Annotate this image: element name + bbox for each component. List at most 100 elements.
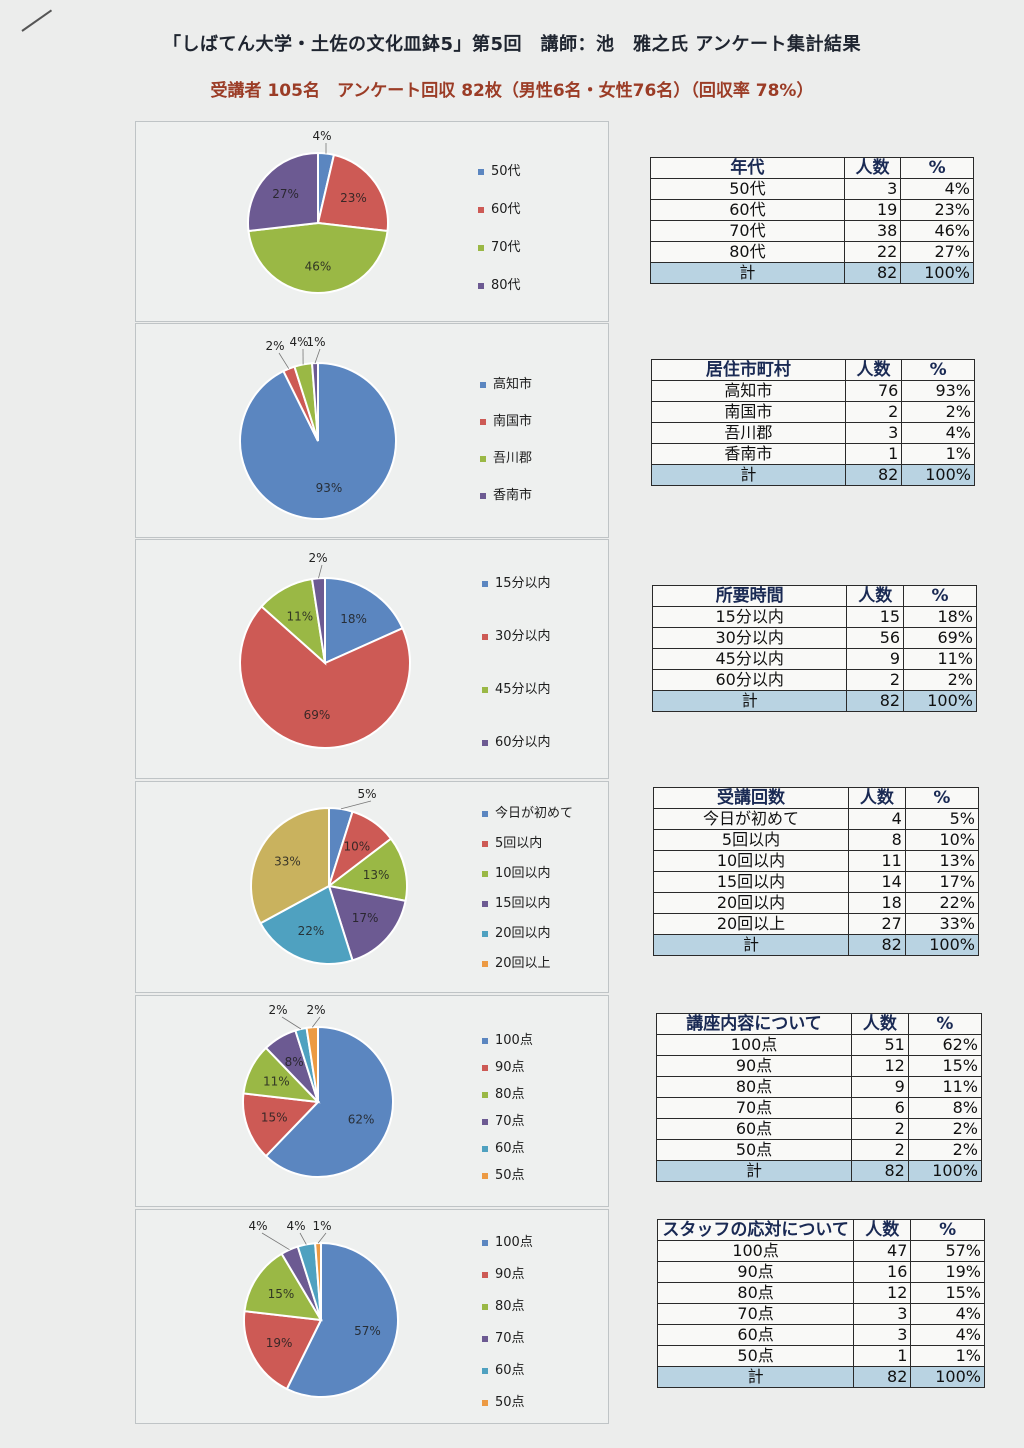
table-cell: 70点 [656,1303,855,1325]
legend-label: 70代 [491,240,521,255]
legend-label: 60点 [495,1141,525,1156]
chart-panel-residence: 93% 2% 4% 1% 高知市 南国市 吾川郡 香南市 [135,323,609,538]
legend-item-age-0: 50代 [478,160,521,179]
table-cell: 9 [851,1076,909,1098]
pie-chart-staff-service: 57% 19% 15% 4% 4% 1% [243,1219,399,1398]
table-cell: 20回以上 [653,913,849,935]
table-cell: 11% [907,1076,983,1098]
legend-label: 90点 [495,1060,525,1075]
table-cell: 27 [848,913,906,935]
legend-swatch [482,1271,488,1278]
table-row: 50点 1 1% [656,1345,985,1367]
legend-swatch [480,418,486,425]
legend-swatch [482,960,488,967]
table-row: 60点 3 4% [656,1324,985,1346]
legend-label: 50点 [495,1168,525,1183]
table-cell: 計 [650,262,845,284]
pie-label-travel-time-2: 11% [286,610,313,624]
table-header-cell: 人数 [853,1219,912,1241]
legend-item-residence-1: 南国市 [480,410,532,429]
leader-line-residence-1 [278,352,290,369]
table-cell: 90点 [656,1055,852,1077]
table-cell: 4% [901,422,975,444]
table-cell: 4% [910,1303,985,1325]
table-cell: 11 [848,850,906,872]
table-row: 60代 19 23% [650,199,974,221]
table-attendance: 受講回数 人数% 今日が初めて 4 5% 5回以内 8 10% 10回以内 11 13% 15回以内 1… [653,787,980,956]
legend-item-staff-service-4: 60点 [482,1359,525,1378]
table-row: 50点 2 2% [656,1139,983,1161]
leader-line-attendance-0 [340,800,372,810]
table-row: 今日が初めて 4 5% [653,808,980,830]
table-cell: 51 [851,1034,909,1056]
leader-line-staff-service-5 [317,1232,327,1244]
table-header-cell: % [900,157,974,179]
leader-line-lecture-content-4 [281,1016,302,1030]
table-cell: 82 [853,1366,912,1388]
legend-label: 80点 [495,1299,525,1314]
table-cell: 70点 [656,1097,852,1119]
table-cell: 2% [907,1139,983,1161]
pie-label-staff-service-0: 57% [354,1324,381,1338]
legend-item-attendance-5: 20回以上 [482,952,551,971]
table-cell: 19% [910,1261,985,1283]
leader-line-residence-3 [314,348,321,364]
legend-swatch [482,840,488,847]
leader-line-travel-time-3 [318,564,323,579]
table-cell: 1 [844,443,903,465]
table-cell: 2 [844,401,903,423]
table-cell: 60代 [650,199,845,221]
legend-item-lecture-content-0: 100点 [482,1029,533,1048]
table-cell: 60点 [656,1118,852,1140]
legend-label: 45分以内 [495,682,551,697]
table-row: 30分以内 56 69% [651,627,977,649]
pie-label-attendance-3: 17% [352,911,379,925]
legend-item-staff-service-0: 100点 [482,1231,533,1250]
legend-swatch [482,686,488,693]
legend-item-attendance-1: 5回以内 [482,832,542,851]
table-cell: 12 [851,1055,909,1077]
table-header-row: 年代 人数% [650,157,974,179]
table-cell: 15% [910,1282,985,1304]
table-row: 80点 9 11% [656,1076,983,1098]
table-header-row: 居住市町村 人数% [651,359,975,381]
table-header-cell: 人数 [844,359,903,381]
pie-slice-travel-time-0 [324,576,404,665]
pie-label-lecture-content-4: 2% [268,1003,287,1017]
table-cell: 高知市 [651,380,846,402]
page-subtitle: 受講者 105名 アンケート回収 82枚（男性6名・女性76名）（回収率 78%… [210,81,814,101]
table-cell: 50点 [656,1139,852,1161]
legend-label: 70点 [495,1114,525,1129]
table-cell: 33% [904,913,980,935]
table-total-row: 計 82 100% [653,934,980,956]
pie-label-travel-time-0: 18% [340,612,367,626]
table-cell: 2 [846,669,905,691]
table-cell: 5回以内 [653,829,849,851]
legend-swatch [478,244,484,251]
table-header-cell: % [901,359,975,381]
table-cell: 30分以内 [651,627,848,649]
legend-label: 80代 [491,278,521,293]
table-cell: 2% [901,401,975,423]
pie-label-staff-service-1: 19% [266,1336,293,1350]
table-cell: 62% [907,1034,983,1056]
pie-slice-staff-service-0 [285,1241,399,1398]
table-cell: 82 [844,464,903,486]
pie-label-travel-time-1: 69% [304,708,331,722]
pie-chart-attendance: 5% 10% 13% 17% 22% 33% [250,787,408,965]
chart-panel-travel-time: 18% 69% 11% 2% 15分以内 30分以内 45分以内 60分以内 [135,539,609,779]
legend-swatch [482,1335,488,1342]
legend-swatch [480,381,486,388]
table-travel-time: 所要時間 人数% 15分以内 15 18% 30分以内 56 69% 45分以内 9 11% 60分以… [651,585,977,712]
pie-label-lecture-content-0: 62% [348,1112,375,1126]
table-cell: 70代 [650,220,845,242]
table-cell: 46% [900,220,974,242]
legend-swatch [482,1367,488,1374]
table-cell: 50点 [656,1345,855,1367]
table-cell: 1% [901,443,975,465]
pie-label-staff-service-2: 15% [268,1287,295,1301]
table-cell: 22 [843,241,902,263]
page-title: 「しばてん大学・土佐の文化皿鉢5」第5回 講師：池 雅之氏 アンケート集計結果 [162,34,862,55]
legend-swatch [482,1399,488,1406]
table-cell: 1 [853,1345,912,1367]
